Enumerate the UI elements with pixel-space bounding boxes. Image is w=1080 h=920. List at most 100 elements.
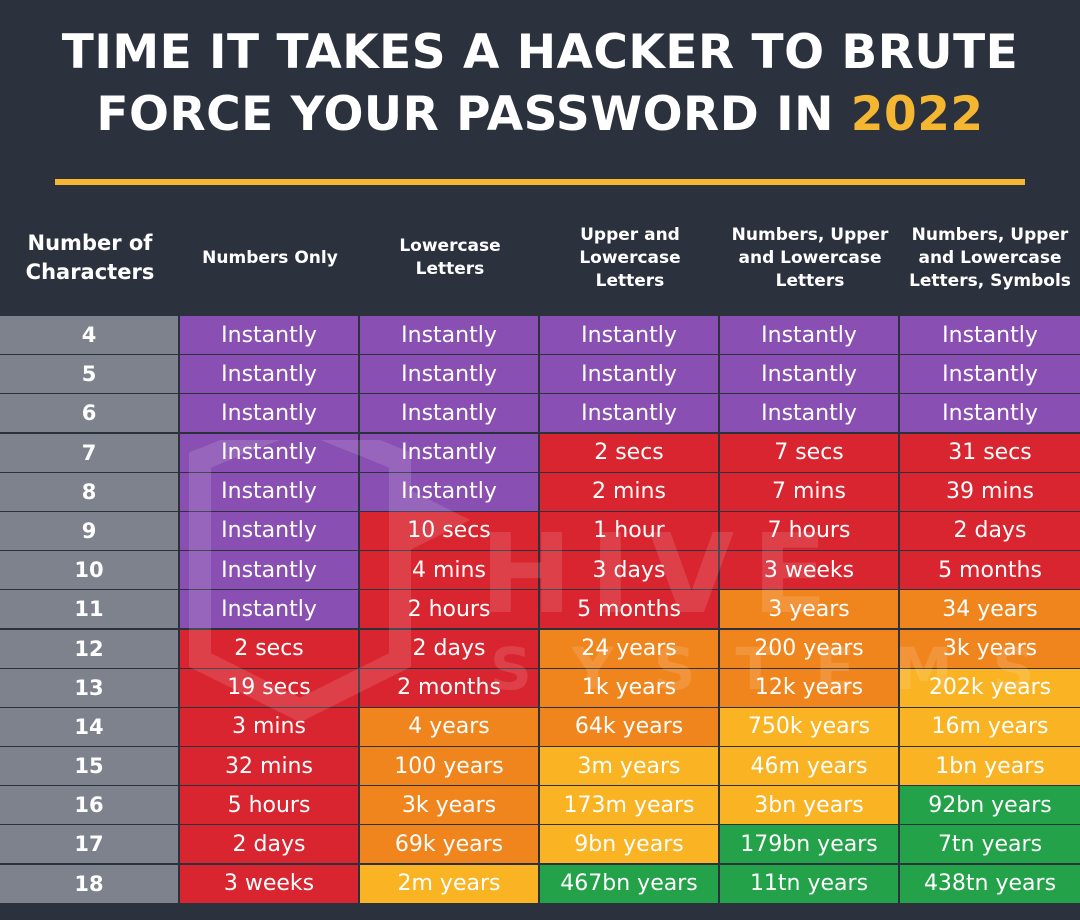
character-count: 7 xyxy=(0,433,178,472)
time-cell: 202k years xyxy=(900,668,1080,707)
table-row: 7 Instantly Instantly 2 secs 7 secs 31 secs xyxy=(0,433,1080,472)
time-cell: 2 mins xyxy=(540,472,718,511)
page-title: TIME IT TAKES A HACKER TO BRUTE FORCE YO… xyxy=(0,22,1080,146)
table-row: 14 3 mins 4 years 64k years 750k years 16m ye… xyxy=(0,707,1080,746)
time-cell: 1k years xyxy=(540,668,718,707)
time-cell: 3 weeks xyxy=(180,864,358,903)
time-cell: 64k years xyxy=(540,707,718,746)
time-cell: 3 years xyxy=(720,590,898,629)
time-cell: 1bn years xyxy=(900,747,1080,786)
table-row: 9 Instantly 10 secs 1 hour 7 hours 2 days xyxy=(0,511,1080,550)
table-row: 5 Instantly Instantly Instantly Instantly Ins… xyxy=(0,355,1080,394)
title-line-2-text: FORCE YOUR PASSWORD IN xyxy=(96,87,834,142)
time-cell: 200 years xyxy=(720,629,898,668)
time-cell: 9bn years xyxy=(540,825,718,864)
time-cell: Instantly xyxy=(180,316,358,354)
table-row: 13 19 secs 2 months 1k years 12k years 202k y… xyxy=(0,668,1080,707)
title-line-1: TIME IT TAKES A HACKER TO BRUTE xyxy=(61,25,1019,80)
column-header-5: Numbers, Upper and Lowercase Letters, Sy… xyxy=(909,224,1071,291)
time-cell: Instantly xyxy=(540,355,718,394)
time-cell: 3 days xyxy=(540,551,718,590)
time-cell: 39 mins xyxy=(900,472,1080,511)
time-cell: Instantly xyxy=(360,472,538,511)
character-count: 6 xyxy=(0,394,178,433)
time-cell: Instantly xyxy=(360,355,538,394)
table-row: 10 Instantly 4 mins 3 days 3 weeks 5 months xyxy=(0,551,1080,590)
time-cell: 3 weeks xyxy=(720,551,898,590)
character-count: 10 xyxy=(0,551,178,590)
time-cell: 3k years xyxy=(900,629,1080,668)
time-cell: 100 years xyxy=(360,747,538,786)
time-cell: 31 secs xyxy=(900,433,1080,472)
time-cell: 32 mins xyxy=(180,747,358,786)
character-count: 18 xyxy=(0,864,178,903)
column-header-1: Numbers Only xyxy=(202,247,338,268)
title-divider xyxy=(55,179,1025,185)
character-count: 11 xyxy=(0,590,178,629)
time-cell: 3k years xyxy=(360,786,538,825)
time-cell: 12k years xyxy=(720,668,898,707)
time-cell: 3bn years xyxy=(720,786,898,825)
character-count: 12 xyxy=(0,629,178,668)
time-cell: 750k years xyxy=(720,707,898,746)
time-cell: 179bn years xyxy=(720,825,898,864)
table-row: 11 Instantly 2 hours 5 months 3 years 34 year… xyxy=(0,590,1080,629)
time-cell: 34 years xyxy=(900,590,1080,629)
time-cell: Instantly xyxy=(720,316,898,354)
character-count: 13 xyxy=(0,668,178,707)
time-cell: 2 months xyxy=(360,668,538,707)
time-cell: Instantly xyxy=(360,316,538,354)
time-cell: Instantly xyxy=(180,511,358,550)
time-cell: 5 hours xyxy=(180,786,358,825)
column-header-0: Number of Characters xyxy=(25,231,155,284)
time-cell: Instantly xyxy=(180,472,358,511)
time-cell: Instantly xyxy=(360,433,538,472)
time-cell: Instantly xyxy=(720,355,898,394)
time-cell: 19 secs xyxy=(180,668,358,707)
time-cell: 3 mins xyxy=(180,707,358,746)
title-line-2: FORCE YOUR PASSWORD IN 2022 xyxy=(0,84,1080,146)
time-cell: 1 hour xyxy=(540,511,718,550)
time-cell: 2 secs xyxy=(180,629,358,668)
time-cell: 24 years xyxy=(540,629,718,668)
character-count: 4 xyxy=(0,316,178,354)
time-cell: Instantly xyxy=(180,433,358,472)
time-cell: Instantly xyxy=(180,590,358,629)
time-cell: 467bn years xyxy=(540,864,718,903)
time-cell: 7 mins xyxy=(720,472,898,511)
title-year: 2022 xyxy=(850,87,984,142)
time-cell: 2 days xyxy=(900,511,1080,550)
character-count: 8 xyxy=(0,472,178,511)
time-cell: 46m years xyxy=(720,747,898,786)
table-row: 6 Instantly Instantly Instantly Instantly Ins… xyxy=(0,394,1080,433)
character-count: 9 xyxy=(0,511,178,550)
time-cell: Instantly xyxy=(180,551,358,590)
table-row: 12 2 secs 2 days 24 years 200 years 3k years xyxy=(0,629,1080,668)
time-cell: 2 secs xyxy=(540,433,718,472)
time-cell: 4 years xyxy=(360,707,538,746)
column-header-2: Lowercase Letters xyxy=(399,236,501,279)
time-cell: 4 mins xyxy=(360,551,538,590)
time-cell: Instantly xyxy=(180,394,358,433)
time-cell: Instantly xyxy=(540,316,718,354)
table-row: 18 3 weeks 2m years 467bn years 11tn years 43… xyxy=(0,864,1080,903)
time-cell: 7 secs xyxy=(720,433,898,472)
character-count: 14 xyxy=(0,707,178,746)
character-count: 15 xyxy=(0,747,178,786)
time-cell: 3m years xyxy=(540,747,718,786)
time-cell: Instantly xyxy=(900,355,1080,394)
time-cell: 438tn years xyxy=(900,864,1080,903)
time-cell: 5 months xyxy=(900,551,1080,590)
time-cell: 173m years xyxy=(540,786,718,825)
table-header: Number of Characters Numbers Only Lowercas… xyxy=(0,208,1080,308)
character-count: 5 xyxy=(0,355,178,394)
column-header-3: Upper and Lowercase Letters xyxy=(579,224,681,291)
character-count: 16 xyxy=(0,786,178,825)
table-row: 15 32 mins 100 years 3m years 46m years 1bn y… xyxy=(0,747,1080,786)
time-cell: 2 days xyxy=(180,825,358,864)
column-header-4: Numbers, Upper and Lowercase Letters xyxy=(731,224,889,291)
time-cell: Instantly xyxy=(540,394,718,433)
time-cell: 7tn years xyxy=(900,825,1080,864)
character-count: 17 xyxy=(0,825,178,864)
time-cell: Instantly xyxy=(900,394,1080,433)
